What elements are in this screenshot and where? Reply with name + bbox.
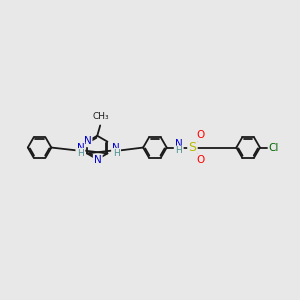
Text: N: N bbox=[76, 142, 84, 152]
Text: H: H bbox=[175, 146, 182, 155]
Text: N: N bbox=[175, 139, 183, 149]
Text: H: H bbox=[113, 149, 119, 158]
Text: N: N bbox=[84, 136, 92, 146]
Text: O: O bbox=[196, 130, 205, 140]
Text: N: N bbox=[112, 142, 120, 152]
Text: S: S bbox=[188, 141, 196, 154]
Text: CH₃: CH₃ bbox=[93, 112, 109, 121]
Text: H: H bbox=[77, 149, 84, 158]
Text: Cl: Cl bbox=[269, 142, 279, 152]
Text: O: O bbox=[196, 155, 205, 165]
Text: N: N bbox=[94, 155, 102, 165]
